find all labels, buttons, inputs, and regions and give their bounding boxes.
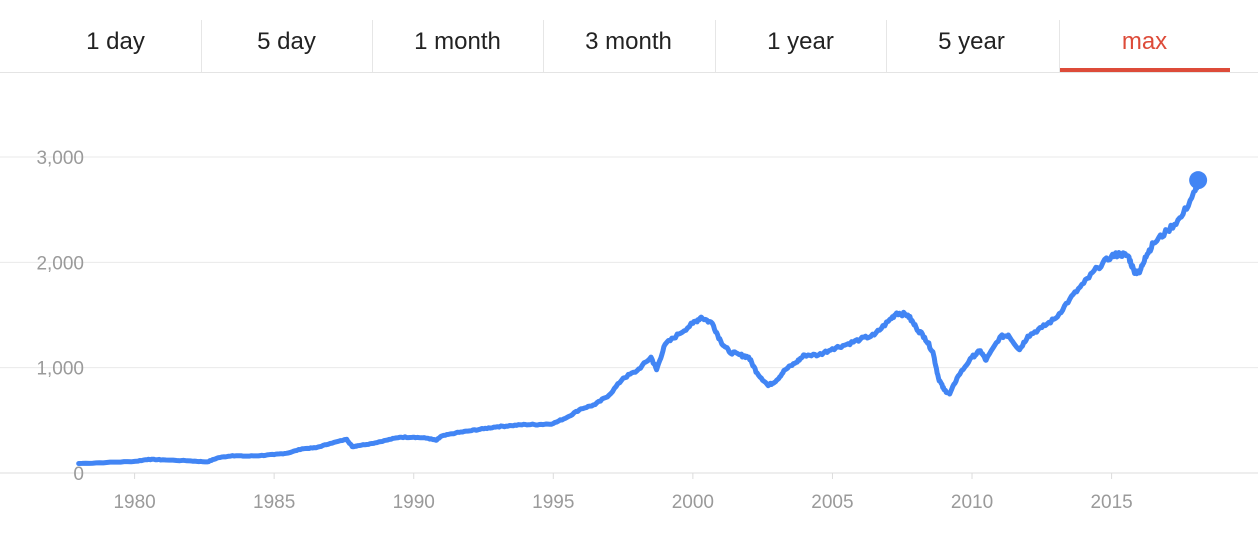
x-tick-label: 2000 [672, 492, 714, 513]
tab-divider [886, 20, 887, 72]
y-tick-label: 2,000 [36, 253, 84, 274]
tab-divider [201, 20, 202, 72]
tab-5-year[interactable]: 5 year [938, 28, 1005, 55]
tab-5-day[interactable]: 5 day [257, 28, 316, 55]
range-tabs: 1 day 5 day 1 month 3 month 1 year 5 yea… [30, 16, 1230, 72]
series [76, 171, 1208, 466]
tabs-divider [0, 72, 1258, 73]
x-tick-label: 2010 [951, 492, 993, 513]
tab-1-day[interactable]: 1 day [86, 28, 145, 55]
tab-3-month[interactable]: 3 month [585, 28, 672, 55]
x-tick-label: 1980 [113, 492, 155, 513]
y-tick-label: 3,000 [36, 148, 84, 169]
grid-lines [0, 156, 1258, 474]
active-tab-indicator [1060, 68, 1230, 72]
tab-1-year[interactable]: 1 year [767, 28, 834, 55]
tab-divider [543, 20, 544, 72]
y-tick-label: 1,000 [36, 359, 84, 380]
x-tick-label: 2005 [811, 492, 853, 513]
x-tick-label: 1985 [253, 492, 295, 513]
y-axis-ticks: 0 1,000 2,000 3,000 [36, 148, 84, 485]
tab-1-month[interactable]: 1 month [414, 28, 501, 55]
latest-point-marker[interactable] [1189, 171, 1208, 190]
tab-max[interactable]: max [1121, 28, 1168, 55]
tab-divider [1059, 20, 1060, 72]
x-axis-ticks: 1980 1985 1990 1995 2000 2005 2010 2015 [113, 473, 1133, 513]
y-tick-label: 0 [73, 464, 84, 485]
x-tick-label: 2015 [1090, 492, 1132, 513]
tab-divider [715, 20, 716, 72]
series-line [76, 176, 1201, 466]
x-tick-label: 1995 [532, 492, 574, 513]
x-tick-label: 1990 [393, 492, 435, 513]
tab-divider [372, 20, 373, 72]
